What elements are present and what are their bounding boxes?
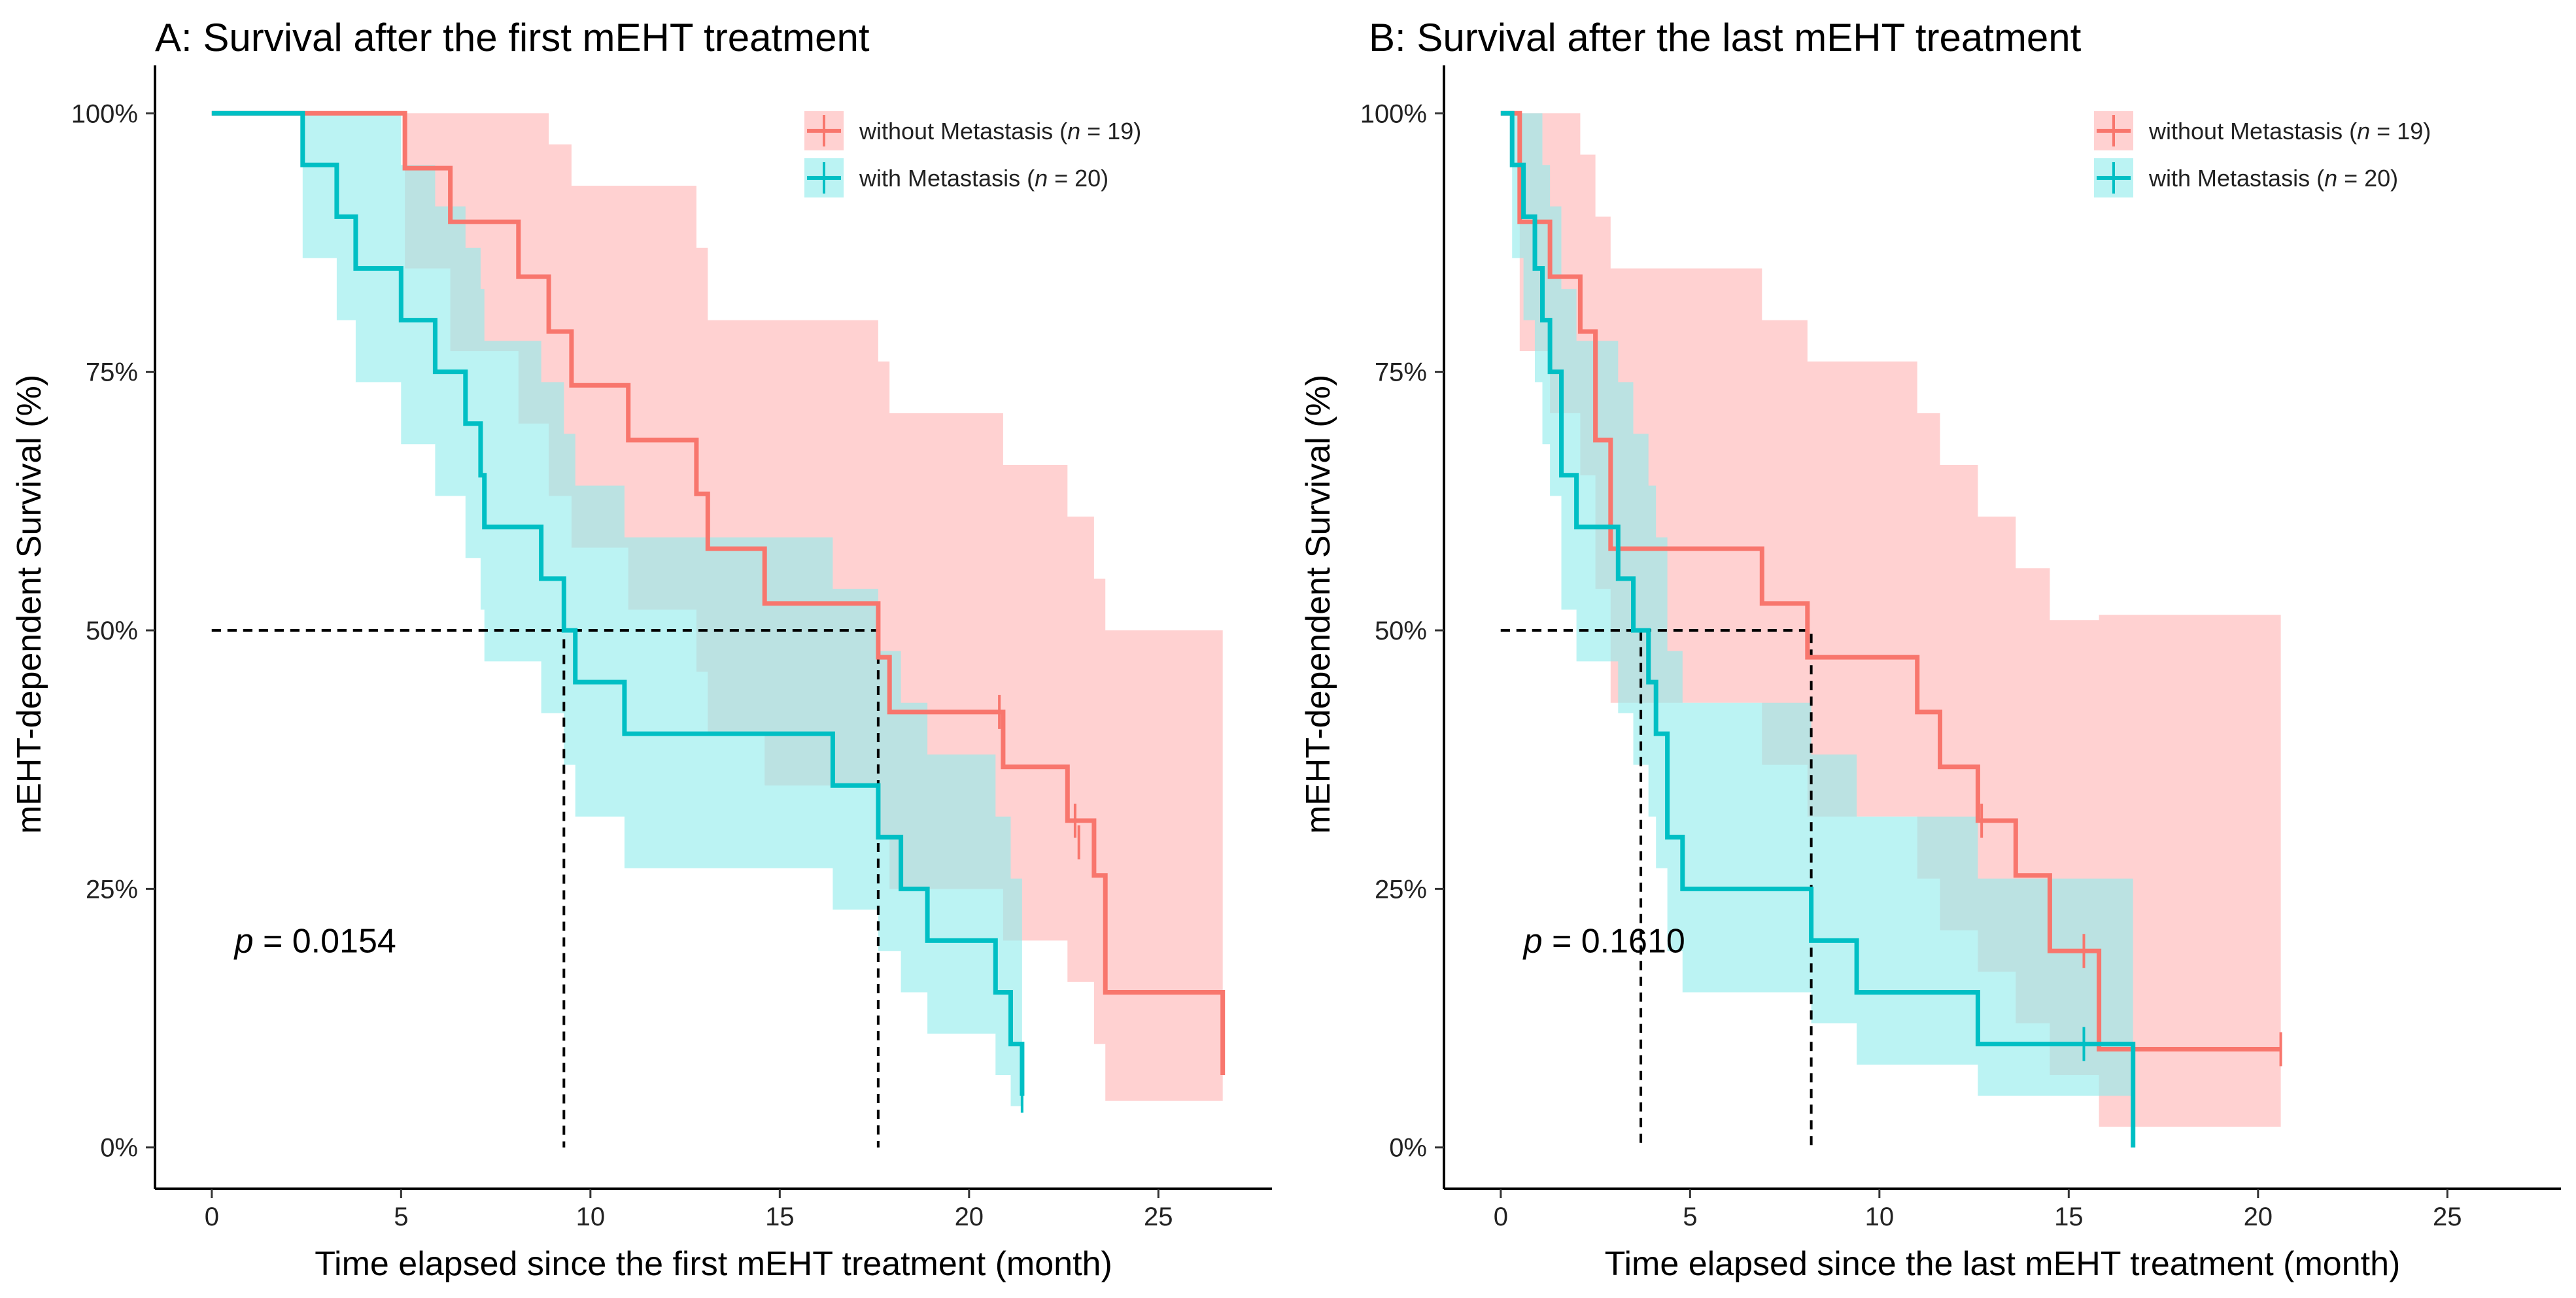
y-tick-label: 75% [86, 358, 138, 387]
legend-label-n: n [1035, 165, 1048, 192]
x-tick-label: 5 [394, 1203, 408, 1231]
p-value-text: = 0.1610 [1543, 922, 1685, 960]
confidence-band-with [211, 113, 1022, 1137]
p-symbol: p [233, 922, 254, 960]
x-tick-label: 25 [1144, 1203, 1173, 1231]
legend-label: without Metastasis (n = 19) [859, 118, 1141, 145]
chart-title: A: Survival after the first mEHT treatme… [155, 16, 870, 60]
legend-label: with Metastasis (n = 20) [859, 165, 1108, 192]
x-tick-label: 0 [205, 1203, 219, 1231]
y-tick-label: 25% [1375, 875, 1427, 904]
y-tick-label: 75% [1375, 358, 1427, 387]
y-tick-label: 100% [1360, 99, 1427, 128]
legend-label-name: with Metastasis ( [2148, 165, 2324, 192]
legend: without Metastasis (n = 19)with Metastas… [2094, 111, 2431, 197]
legend-label-n: n [1067, 118, 1080, 145]
x-tick-label: 15 [765, 1203, 795, 1231]
confidence-band-without [1500, 113, 2281, 1127]
legend-label-n: n [2324, 165, 2337, 192]
legend-label-count: = 19) [2370, 118, 2431, 145]
legend: without Metastasis (n = 19)with Metastas… [804, 111, 1141, 197]
chart-title: B: Survival after the last mEHT treatmen… [1369, 16, 2082, 60]
legend-label-count: = 20) [1048, 165, 1108, 192]
x-tick-label: 0 [1494, 1203, 1508, 1231]
x-tick-label: 10 [1865, 1203, 1895, 1231]
panel-a: 0 5 10 15 20 25 0% 25% 50% 75% 100% A: Survival aft… [10, 16, 1272, 1283]
y-tick-label: 25% [86, 875, 138, 904]
legend-label-count: = 19) [1080, 118, 1141, 145]
x-tick-label: 20 [955, 1203, 984, 1231]
survival-curve-without [1500, 111, 2281, 1051]
legend-label-n: n [2357, 118, 2370, 145]
legend-label-name: with Metastasis ( [859, 165, 1035, 192]
x-tick-label: 20 [2244, 1203, 2273, 1231]
y-tick-label: 100% [71, 99, 138, 128]
x-axis-label: Time elapsed since the last mEHT treatme… [1605, 1245, 2401, 1283]
survival-curve-with [211, 111, 1025, 1096]
legend-label: with Metastasis (n = 20) [2148, 165, 2398, 192]
p-value-text: = 0.0154 [254, 922, 396, 960]
p-value-label: p = 0.1610 [1522, 922, 1685, 960]
x-axis-label: Time elapsed since the first mEHT treatm… [315, 1245, 1112, 1283]
panel-b: 0 5 10 15 20 25 0% 25% 50% 75% 100% B: Survival aft… [1299, 16, 2561, 1283]
y-tick-label: 0% [100, 1134, 138, 1163]
legend-label-count: = 20) [2337, 165, 2398, 192]
survival-curve-without [211, 111, 1226, 1075]
y-tick-label: 50% [86, 617, 138, 645]
legend-label-name: without Metastasis ( [859, 118, 1067, 145]
confidence-band-with [1500, 113, 2133, 1148]
x-tick-label: 10 [576, 1203, 606, 1231]
x-tick-label: 15 [2054, 1203, 2084, 1231]
survival-curve-with [1500, 111, 2136, 1148]
p-value-label: p = 0.0154 [233, 922, 396, 960]
legend-label: without Metastasis (n = 19) [2148, 118, 2431, 145]
x-tick-label: 25 [2433, 1203, 2462, 1231]
p-symbol: p [1522, 922, 1543, 960]
y-axis-label: mEHT-dependent Survival (%) [10, 375, 48, 834]
y-tick-label: 50% [1375, 617, 1427, 645]
legend-label-name: without Metastasis ( [2148, 118, 2357, 145]
y-tick-label: 0% [1389, 1134, 1427, 1163]
y-axis-label: mEHT-dependent Survival (%) [1299, 375, 1337, 834]
x-tick-label: 5 [1683, 1203, 1697, 1231]
